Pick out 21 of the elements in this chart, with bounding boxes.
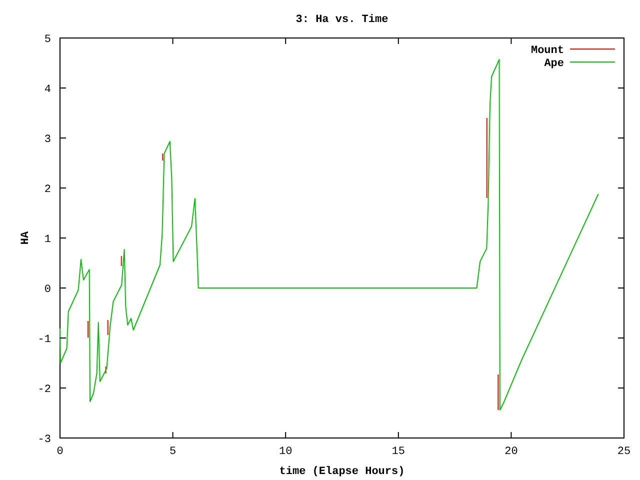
legend-label: Ape xyxy=(544,58,564,70)
line-series xyxy=(60,59,599,410)
y-tick-label: 3 xyxy=(44,134,51,146)
x-tick-label: 10 xyxy=(279,446,292,458)
x-tick-label: 20 xyxy=(504,446,518,458)
x-tick-label: 5 xyxy=(169,446,176,458)
y-tick-label: 1 xyxy=(44,234,52,246)
legend-label: Mount xyxy=(530,45,564,57)
y-tick-label: 2 xyxy=(44,184,51,196)
y-tick-label: 5 xyxy=(44,34,51,46)
x-tick-label: 0 xyxy=(56,446,64,458)
x-tick-label: 15 xyxy=(392,446,405,458)
chart-title: 3: Ha vs. Time xyxy=(296,14,389,26)
x-axis-title: time (Elapse Hours) xyxy=(279,466,405,478)
y-tick-label: 4 xyxy=(44,84,52,96)
x-tick-label: 25 xyxy=(617,446,631,458)
y-tick-label: 0 xyxy=(44,284,51,296)
y-tick-label: -3 xyxy=(38,434,51,446)
y-tick-label: -1 xyxy=(38,334,52,346)
y-tick-label: -2 xyxy=(38,384,51,396)
y-axis-title: HA xyxy=(20,231,32,245)
